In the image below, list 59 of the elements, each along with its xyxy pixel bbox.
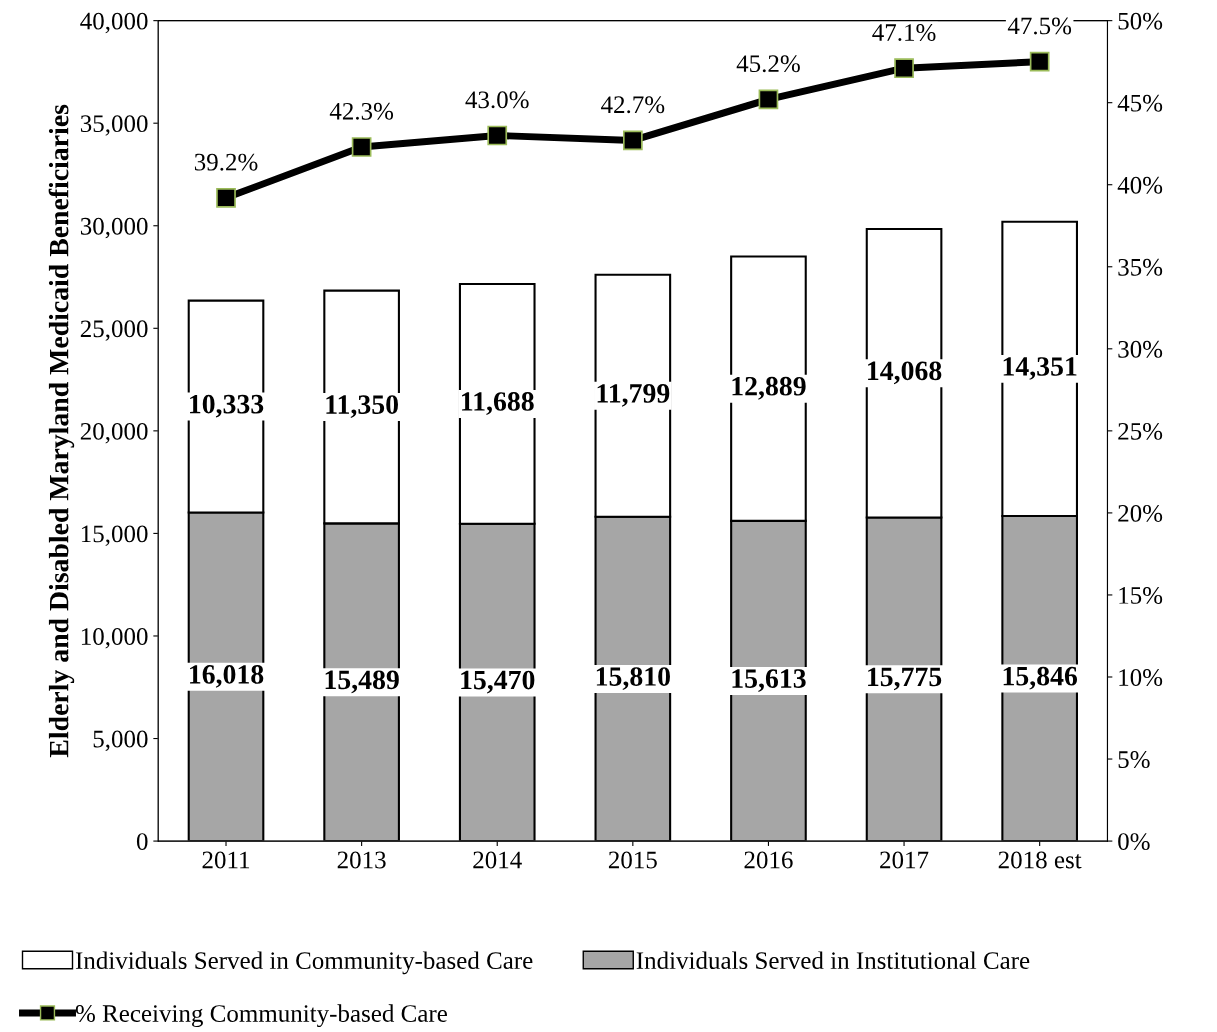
data-label: 14,351 bbox=[1003, 357, 1077, 380]
y-axis-title: Elderly and Disabled Maryland Medicaid Beneficiaries bbox=[48, 104, 75, 758]
data-label: 45.2% bbox=[736, 55, 800, 73]
y2-tick-label: 30% bbox=[1118, 340, 1163, 358]
point bbox=[487, 125, 508, 146]
legend-label: Individuals Served in Community-based Care bbox=[75, 951, 533, 975]
data-label: 11,799 bbox=[597, 384, 670, 407]
x-tick-label: 2014 bbox=[473, 851, 522, 869]
data-label: 15,810 bbox=[596, 667, 670, 690]
data-label: 12,889 bbox=[732, 376, 806, 400]
y-tick-label: 10,000 bbox=[81, 628, 148, 649]
data-label: 42.7% bbox=[601, 96, 665, 114]
y-tick-label: 25,000 bbox=[80, 320, 148, 341]
y-tick-label: 30,000 bbox=[80, 217, 148, 239]
x-tick-label: 2015 bbox=[608, 851, 657, 869]
y-tick-label: 5,000 bbox=[93, 730, 148, 752]
data-label: 11,350 bbox=[326, 395, 398, 418]
y2-tick-label: 15% bbox=[1119, 587, 1163, 604]
legend-label: % Receiving Community-based Care bbox=[75, 1004, 447, 1028]
y2-tick-label: 10% bbox=[1119, 669, 1163, 686]
data-label: 47.5% bbox=[1007, 17, 1072, 35]
data-label: 14,068 bbox=[868, 361, 942, 385]
point bbox=[894, 58, 914, 79]
x-tick-label: 2011 bbox=[202, 851, 250, 869]
y-tick-label: 0 bbox=[136, 833, 148, 850]
x-tick-label: 2013 bbox=[337, 851, 386, 869]
y2-tick-label: 20% bbox=[1118, 504, 1163, 522]
data-label: 15,775 bbox=[868, 667, 942, 691]
y2-tick-label: 45% bbox=[1117, 94, 1163, 112]
y-tick-label: 40,000 bbox=[80, 12, 148, 34]
point bbox=[216, 187, 236, 208]
y2-tick-label: 0% bbox=[1118, 833, 1150, 851]
y2-tick-label: 50% bbox=[1118, 12, 1163, 30]
point bbox=[351, 137, 372, 157]
y-tick-label: 15,000 bbox=[81, 525, 148, 546]
data-label: 47.1% bbox=[872, 24, 936, 42]
data-label: 39.2% bbox=[194, 153, 258, 171]
y2-tick-label: 5% bbox=[1118, 751, 1150, 769]
x-tick-label: 2017 bbox=[880, 851, 929, 869]
y2-tick-label: 25% bbox=[1118, 422, 1163, 440]
point bbox=[1029, 51, 1050, 72]
data-label: 15,613 bbox=[732, 669, 806, 692]
y-tick-label: 20,000 bbox=[80, 422, 148, 444]
point bbox=[758, 89, 779, 110]
legend-label: Individuals Served in Institutional Care bbox=[636, 951, 1030, 970]
data-label: 11,688 bbox=[462, 392, 534, 415]
data-label: 10,333 bbox=[190, 394, 264, 418]
data-label: 16,018 bbox=[190, 665, 264, 688]
x-tick-label: 2018 est bbox=[998, 851, 1082, 869]
y-tick-label: 35,000 bbox=[80, 115, 148, 136]
y2-tick-label: 40% bbox=[1117, 176, 1163, 194]
point bbox=[622, 130, 643, 151]
y2-tick-label: 35% bbox=[1118, 258, 1163, 276]
data-label: 15,846 bbox=[1003, 666, 1078, 690]
data-label: 43.0% bbox=[465, 91, 529, 109]
data-label: 15,470 bbox=[461, 670, 535, 694]
x-tick-label: 2016 bbox=[744, 851, 793, 869]
data-label: 15,489 bbox=[325, 670, 399, 694]
data-label: 42.3% bbox=[329, 102, 394, 120]
